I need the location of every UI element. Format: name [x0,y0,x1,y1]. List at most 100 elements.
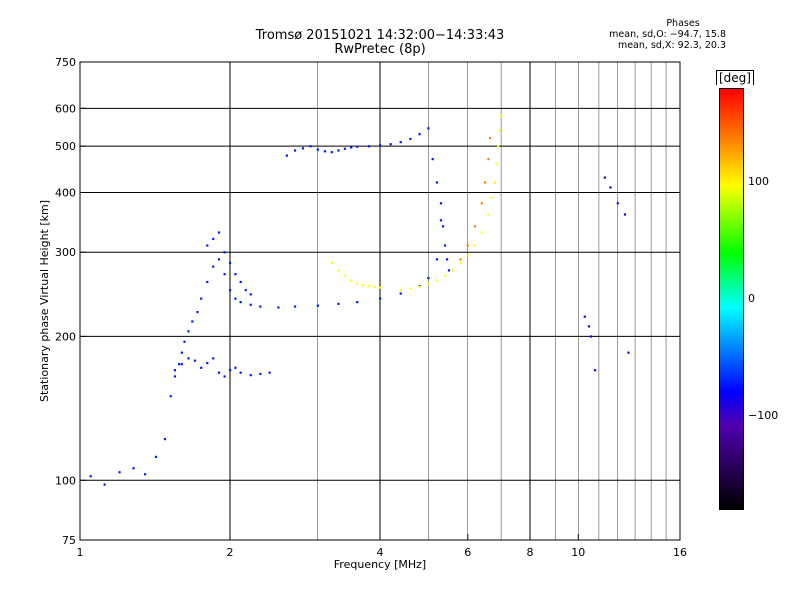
data-point [493,181,497,184]
data-point [356,282,359,285]
data-point [132,467,135,470]
data-point [330,261,333,265]
data-point [627,351,630,354]
data-point [399,292,402,295]
data-point [439,219,443,222]
x-tick-label: 10 [571,546,585,559]
data-point [191,320,194,323]
data-point [609,186,612,189]
data-point [163,437,167,441]
y-tick-label: 400 [55,186,76,199]
data-point [180,363,183,366]
colorbar-tick: 100 [748,174,769,188]
data-point [118,471,121,474]
data-point [143,473,147,476]
data-point [239,301,242,304]
chart-subtitle: RwPretec (8p) [334,42,426,57]
phase-stats-x-mode: mean, sd,X: 92.3, 20.3 [617,40,726,51]
data-point [362,284,365,287]
data-point [495,162,498,165]
data-point [616,202,619,205]
data-point [466,254,469,257]
data-point [587,325,591,328]
data-point [443,244,447,247]
data-point [301,147,305,150]
data-point [187,357,190,360]
colorbar-tick: −100 [748,409,779,423]
data-point [180,351,183,354]
data-point [316,304,319,307]
data-point [89,475,92,478]
data-point [480,202,483,205]
data-point [249,293,252,296]
data-point [316,148,319,151]
data-point [427,282,430,285]
data-point [343,147,347,150]
data-point [173,369,177,372]
data-point [489,137,492,140]
data-point [217,371,221,374]
data-point [223,273,226,276]
data-point [409,137,412,141]
data-point [487,158,490,161]
data-point [337,302,340,305]
data-point [356,145,359,148]
data-point [435,258,438,261]
data-point [200,297,203,300]
data-point [268,371,271,374]
data-point [249,303,252,306]
data-point [293,149,297,152]
data-point [193,359,197,362]
data-point [356,301,359,304]
data-point [350,146,353,149]
data-point [350,279,353,282]
data-point [217,258,221,261]
data-point [431,158,434,161]
data-point [427,276,430,280]
data-point [379,144,382,147]
data-point [229,261,232,265]
data-point [212,357,215,360]
data-point [169,395,172,398]
data-point [200,366,203,369]
data-point [447,269,451,272]
y-tick-label: 300 [55,246,76,259]
data-point [285,154,288,157]
data-point [206,361,209,365]
data-point [223,251,226,254]
data-point [418,285,421,288]
data-point [473,225,477,228]
data-point [443,274,447,277]
data-point [399,141,402,144]
y-tick-label: 600 [55,102,76,115]
data-point [234,273,237,276]
data-point [583,315,586,318]
x-tick-label: 8 [527,546,534,559]
data-point [623,213,627,216]
data-point [500,114,503,117]
data-point [212,265,215,268]
data-point [367,284,371,288]
phase-statistics: Phases mean, sd,O: −94.7, 15.8 mean, sd,… [600,18,726,51]
data-point [244,289,247,292]
data-point [409,287,412,290]
data-point [323,150,327,153]
x-tick-label: 16 [673,546,687,559]
data-point [496,145,500,148]
y-axis-label: Stationary phase Virtual Height [km] [38,200,51,402]
data-point [239,371,242,374]
data-point [177,363,181,366]
data-point [490,196,493,199]
x-axis-label: Frequency [MHz] [334,558,426,571]
data-point [229,369,232,372]
data-point [249,374,252,377]
data-point [337,269,340,272]
data-point [439,202,443,205]
data-point [330,151,333,154]
data-point [259,305,262,308]
chart-title: Tromsø 20151021 14:32:00−14:33:43 [255,28,505,43]
x-tick-label: 4 [377,546,384,559]
data-point [293,305,297,308]
data-point [484,181,487,184]
data-point [259,372,262,376]
